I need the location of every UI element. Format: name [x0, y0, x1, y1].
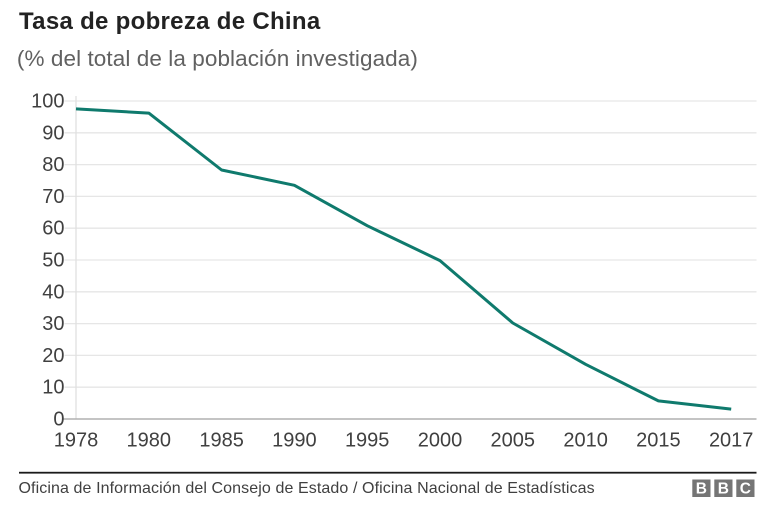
- svg-text:C: C: [740, 480, 751, 497]
- svg-text:1985: 1985: [199, 430, 244, 452]
- svg-text:Tasa de pobreza de China: Tasa de pobreza de China: [19, 8, 321, 35]
- svg-text:0: 0: [53, 409, 64, 431]
- svg-text:2010: 2010: [563, 430, 608, 452]
- svg-text:1995: 1995: [345, 430, 390, 452]
- svg-text:1980: 1980: [127, 430, 172, 452]
- svg-text:1990: 1990: [272, 430, 317, 452]
- svg-text:2017: 2017: [709, 430, 754, 452]
- svg-text:B: B: [696, 480, 707, 497]
- svg-text:80: 80: [42, 154, 64, 176]
- svg-text:1978: 1978: [54, 430, 99, 452]
- svg-text:10: 10: [42, 377, 64, 399]
- svg-text:2005: 2005: [491, 430, 536, 452]
- svg-text:50: 50: [42, 250, 64, 272]
- svg-text:70: 70: [42, 186, 64, 208]
- svg-text:2000: 2000: [418, 430, 463, 452]
- svg-text:B: B: [718, 480, 729, 497]
- svg-text:100: 100: [31, 91, 64, 113]
- svg-text:2015: 2015: [636, 430, 681, 452]
- svg-text:20: 20: [42, 345, 64, 367]
- svg-text:(% del total de la población i: (% del total de la población investigada…: [17, 46, 418, 71]
- svg-text:40: 40: [42, 281, 64, 303]
- svg-text:90: 90: [42, 122, 64, 144]
- svg-text:Oficina de Información del Con: Oficina de Información del Consejo de Es…: [19, 480, 595, 497]
- svg-text:60: 60: [42, 218, 64, 240]
- svg-text:30: 30: [42, 313, 64, 335]
